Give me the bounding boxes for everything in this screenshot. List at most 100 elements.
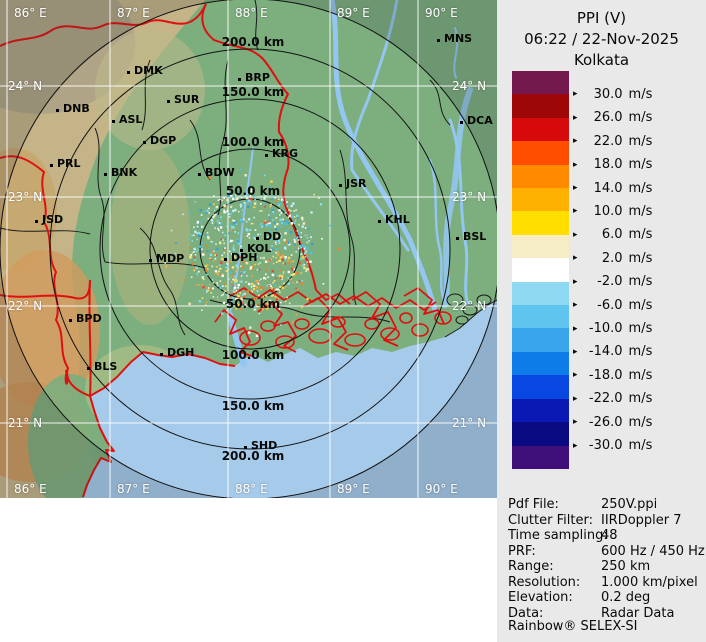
legend-tick: ▸ 30.0 m/s	[573, 86, 653, 102]
station-label: BDW	[205, 166, 235, 179]
legend-color-block	[512, 94, 569, 118]
tick-arrow-icon: ▸	[573, 253, 578, 264]
latitude-label: 21° N	[8, 416, 43, 430]
station-label: MNS	[444, 32, 473, 45]
station-label: DPH	[231, 251, 258, 264]
product-title: PPI (V)	[576, 9, 627, 27]
tick-arrow-icon: ▸	[573, 206, 578, 217]
tick-arrow-icon: ▸	[573, 440, 578, 451]
station-dot	[265, 154, 268, 157]
longitude-label: 86° E	[14, 6, 47, 20]
legend-color-block	[512, 188, 569, 212]
station-dot	[256, 237, 259, 240]
info-row: PRF: 600 Hz / 450 Hz	[508, 543, 705, 559]
range-rings	[0, 0, 497, 498]
info-row: Elevation: 0.2 deg	[508, 590, 651, 605]
range-ring-label: 200.0 km	[221, 449, 285, 463]
legend-color-block	[512, 445, 569, 469]
longitude-label: 90° E	[425, 6, 458, 20]
map-svg	[0, 0, 497, 498]
legend-tick: ▸ -18.0 m/s	[573, 367, 653, 383]
legend-color-block	[512, 328, 569, 352]
station-dot	[339, 184, 342, 187]
station-label: ASL	[119, 113, 143, 126]
station-label: KHL	[385, 213, 410, 226]
station-dot	[127, 71, 130, 74]
station-label: DMK	[134, 64, 163, 77]
longitude-label: 87° E	[117, 6, 150, 20]
district-boundary-layer	[0, 0, 497, 338]
station-label: SHD	[251, 439, 278, 452]
station-label: JSD	[42, 213, 64, 226]
range-ring-label: 150.0 km	[221, 399, 285, 413]
side-panel: PPI (V) 06:22 / 22-Nov-2025 Kolkata ▸ 30.…	[497, 0, 706, 642]
station-label: BNK	[111, 166, 138, 179]
legend-tick: ▸ 2.0 m/s	[573, 250, 653, 266]
legend-tick: ▸ 14.0 m/s	[573, 180, 653, 196]
legend-color-block	[512, 398, 569, 423]
range-ring-label: 50.0 km	[225, 297, 281, 311]
legend-color-block	[512, 164, 569, 189]
radar-map-display[interactable]: 86° E 86° E 87° E 87° E 88° E 88° E 89° E 89° E…	[0, 0, 497, 498]
tick-arrow-icon: ▸	[573, 370, 578, 381]
station-dot	[460, 121, 463, 124]
out-of-range-dim	[0, 0, 497, 498]
legend-color-block	[512, 71, 569, 95]
range-ring-label: 150.0 km	[221, 85, 285, 99]
tick-arrow-icon: ▸	[573, 323, 578, 334]
station-label: SUR	[174, 93, 200, 106]
range-ring-label: 100.0 km	[221, 348, 285, 362]
legend-color-block	[512, 234, 569, 259]
station-dot	[224, 258, 227, 261]
longitude-label: 87° E	[117, 482, 150, 496]
legend-tick: ▸ 10.0 m/s	[573, 203, 653, 219]
station-label: DGH	[167, 346, 195, 359]
station-dot	[35, 220, 38, 223]
info-row: Time sampling: 48	[508, 528, 618, 543]
latitude-label: 21° N	[452, 416, 487, 430]
legend-color-block	[512, 422, 569, 446]
scan-info-panel: Pdf File: 250V.ppi Clutter Filter: IIRDoppl…	[508, 497, 705, 621]
legend-tick: ▸ -2.0 m/s	[573, 274, 653, 290]
station-dot	[56, 109, 59, 112]
tick-arrow-icon: ▸	[573, 112, 578, 123]
station-dot	[437, 39, 440, 42]
velocity-colorbar	[512, 71, 569, 469]
tick-arrow-icon: ▸	[573, 159, 578, 170]
legend-tick: ▸ -26.0 m/s	[573, 414, 653, 430]
station-dot	[244, 446, 247, 449]
legend-color-block	[512, 211, 569, 235]
longitude-label: 88° E	[235, 482, 268, 496]
station-dot	[456, 237, 459, 240]
tick-arrow-icon: ▸	[573, 229, 578, 240]
station-label: BSL	[463, 230, 487, 243]
legend-color-block	[512, 117, 569, 142]
longitude-label: 89° E	[337, 482, 370, 496]
station-label: BLS	[94, 360, 118, 373]
legend-color-block	[512, 258, 569, 282]
legend-color-block	[512, 305, 569, 329]
legend-tick: ▸ -10.0 m/s	[573, 321, 653, 337]
sea-layer	[83, 300, 497, 498]
longitude-label: 89° E	[337, 6, 370, 20]
legend-tick: ▸ 26.0 m/s	[573, 110, 653, 126]
info-row: Data: Radar Data	[508, 605, 675, 621]
info-row: Range: 250 km	[508, 559, 651, 574]
timestamp: 06:22 / 22-Nov-2025	[524, 30, 679, 48]
info-row: Resolution: 1.000 km/pixel	[508, 574, 698, 590]
station-label: DGP	[150, 134, 177, 147]
tick-arrow-icon: ▸	[573, 183, 578, 194]
tick-arrow-icon: ▸	[573, 346, 578, 357]
info-row: Clutter Filter: IIRDoppler 7	[508, 512, 682, 528]
tick-arrow-icon: ▸	[573, 136, 578, 147]
terrain-layer	[0, 0, 205, 498]
tick-arrow-icon: ▸	[573, 89, 578, 100]
station-dot	[69, 319, 72, 322]
station-dot	[143, 141, 146, 144]
legend-tick: ▸ 6.0 m/s	[573, 227, 653, 243]
station-label: DCA	[467, 114, 493, 127]
station-label: KRG	[272, 147, 299, 160]
longitude-label: 86° E	[14, 482, 47, 496]
radar-site-name: Kolkata	[573, 51, 630, 69]
station-dot	[198, 173, 201, 176]
